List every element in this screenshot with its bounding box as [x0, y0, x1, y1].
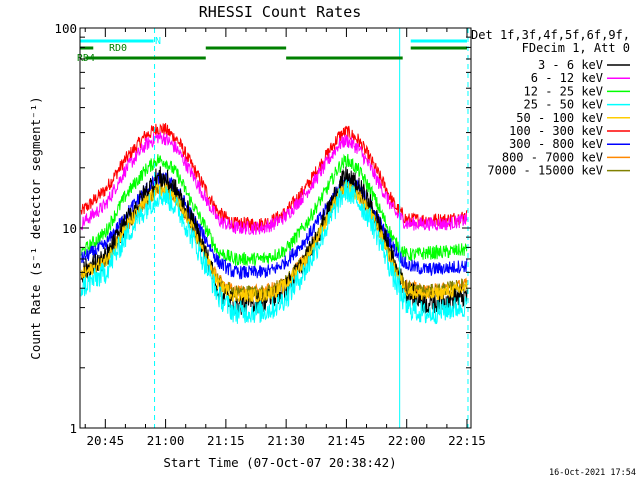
y-axis-label: Count Rate (s⁻¹ detector segment⁻¹) [28, 96, 43, 359]
flag-label-RD4: RD4 [77, 53, 95, 64]
x-tick-label: 21:15 [207, 433, 245, 448]
legend-label: 7000 - 15000 keV [487, 164, 603, 178]
series-line-50-100keV [80, 181, 468, 303]
flag-label-N: N [155, 36, 161, 47]
y-axis: 1 10 100 [54, 21, 471, 436]
legend-label: 25 - 50 keV [524, 98, 603, 112]
y-tick-label: 100 [54, 21, 77, 36]
chart-title: RHESSI Count Rates [199, 3, 362, 21]
legend: Det 1f,3f,4f,5f,6f,9f, FDecim 1, Att 0 3… [471, 28, 630, 178]
series-line-12-25keV [80, 153, 468, 267]
legend-label: 3 - 6 keV [538, 58, 603, 72]
legend-label: 300 - 800 keV [509, 137, 603, 151]
x-tick-label: 20:45 [86, 433, 124, 448]
legend-label: 6 - 12 keV [531, 71, 603, 85]
data-layer [80, 122, 468, 325]
flag-label-RD0: RD0 [109, 43, 127, 54]
x-axis: 20:45 21:00 21:15 21:30 21:45 22:00 22:15 [84, 28, 486, 448]
legend-header-line-1: Det 1f,3f,4f,5f,6f,9f, [471, 28, 630, 42]
y-tick-label: 10 [62, 221, 77, 236]
x-axis-label: Start Time (07-Oct-07 20:38:42) [163, 455, 396, 470]
x-tick-label: 21:45 [328, 433, 366, 448]
x-tick-label: 22:00 [388, 433, 426, 448]
legend-label: 100 - 300 keV [509, 124, 603, 138]
series-line-6-12keV [80, 131, 468, 235]
x-tick-label: 22:15 [448, 433, 486, 448]
footer-date: 16-Oct-2021 17:54 [549, 468, 636, 478]
legend-label: 12 - 25 keV [524, 84, 603, 98]
legend-label: 800 - 7000 keV [502, 150, 603, 164]
x-tick-label: 21:00 [147, 433, 185, 448]
series-line-25-50keV [80, 179, 468, 325]
x-tick-label: 21:30 [267, 433, 305, 448]
legend-label: 50 - 100 keV [516, 111, 603, 125]
legend-header-line-2: FDecim 1, Att 0 [522, 41, 630, 55]
y-tick-label: 1 [69, 421, 77, 436]
